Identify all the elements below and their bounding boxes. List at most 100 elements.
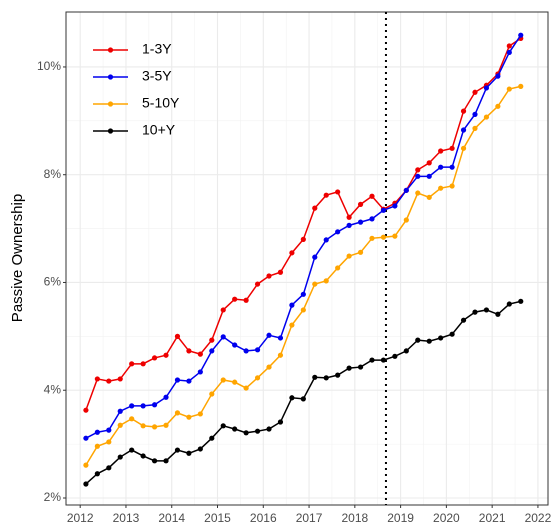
data-point [151, 355, 158, 361]
data-point [186, 378, 192, 384]
data-point [460, 145, 467, 151]
data-point [335, 372, 341, 378]
data-point [243, 430, 249, 436]
legend-point [107, 101, 114, 107]
legend-label: 1-3Y [142, 41, 172, 57]
x-tick-label: 2014 [158, 511, 185, 525]
data-point [106, 465, 112, 471]
data-point [300, 396, 306, 402]
data-point [323, 278, 329, 284]
data-point [197, 446, 203, 452]
series-line [85, 85, 521, 466]
data-point [209, 348, 215, 354]
data-point [506, 49, 512, 56]
x-tick-label: 2015 [204, 511, 231, 525]
legend-label: 5-10Y [142, 95, 180, 111]
data-point [380, 357, 387, 363]
data-point [197, 411, 203, 417]
data-point [346, 365, 352, 371]
data-point [117, 408, 123, 414]
legend-point [107, 128, 114, 134]
data-point [518, 298, 524, 304]
data-point [426, 173, 432, 179]
data-point [472, 309, 478, 315]
data-point [357, 249, 364, 255]
data-point [495, 311, 501, 317]
x-tick-label: 2020 [433, 511, 460, 525]
data-point [312, 374, 318, 380]
data-point [83, 407, 89, 413]
data-point [197, 351, 203, 357]
data-point [129, 447, 135, 453]
data-point [117, 454, 123, 460]
data-point [277, 352, 284, 358]
data-point [163, 422, 169, 428]
data-point [277, 419, 284, 425]
data-point [369, 357, 375, 363]
data-point [380, 207, 387, 213]
data-point [346, 253, 352, 259]
data-point [151, 402, 158, 408]
data-point [163, 394, 169, 400]
data-point [232, 342, 238, 348]
data-point [357, 219, 364, 225]
data-point [94, 471, 100, 477]
data-point [449, 164, 455, 170]
data-point [140, 453, 146, 459]
data-point [438, 335, 444, 341]
data-point [209, 391, 215, 397]
data-point [472, 125, 478, 131]
data-point [380, 234, 387, 240]
data-point [426, 160, 432, 166]
data-point [483, 114, 490, 120]
series-line [85, 300, 521, 485]
data-point [129, 403, 135, 409]
data-point [83, 481, 89, 487]
plot-border [65, 11, 549, 506]
data-point [495, 103, 501, 109]
data-point [129, 416, 135, 422]
data-point [426, 338, 432, 344]
data-point [472, 89, 478, 95]
data-point [186, 450, 192, 456]
data-point [266, 332, 272, 338]
data-point [312, 254, 318, 260]
data-point [232, 426, 238, 432]
data-point [346, 214, 352, 220]
data-point [403, 217, 409, 223]
data-point [335, 265, 341, 271]
data-point [220, 307, 226, 313]
data-point [94, 443, 100, 449]
data-point [323, 237, 329, 243]
data-point [174, 447, 181, 453]
data-point [106, 378, 112, 384]
data-point [460, 127, 467, 133]
data-point [266, 364, 272, 370]
data-point [335, 229, 341, 235]
data-point [254, 281, 261, 287]
data-point [174, 377, 181, 383]
legend-point [107, 47, 114, 53]
data-point [220, 423, 226, 429]
data-point [232, 296, 238, 302]
data-point [117, 422, 123, 428]
data-point [243, 385, 249, 391]
data-point [83, 435, 89, 441]
data-point [140, 423, 146, 429]
data-point [323, 192, 329, 198]
y-axis-title: Passive Ownership [9, 194, 26, 322]
data-point [312, 205, 318, 211]
data-point [163, 352, 169, 358]
data-point [94, 429, 100, 435]
data-point [277, 269, 284, 275]
x-tick-label: 2022 [525, 511, 552, 525]
data-point [197, 369, 203, 375]
data-point [266, 426, 272, 432]
data-point [300, 291, 306, 297]
x-tick-label: 2012 [67, 511, 94, 525]
data-point [346, 222, 352, 228]
data-point [266, 273, 272, 279]
data-point [289, 250, 295, 256]
data-point [392, 353, 398, 359]
